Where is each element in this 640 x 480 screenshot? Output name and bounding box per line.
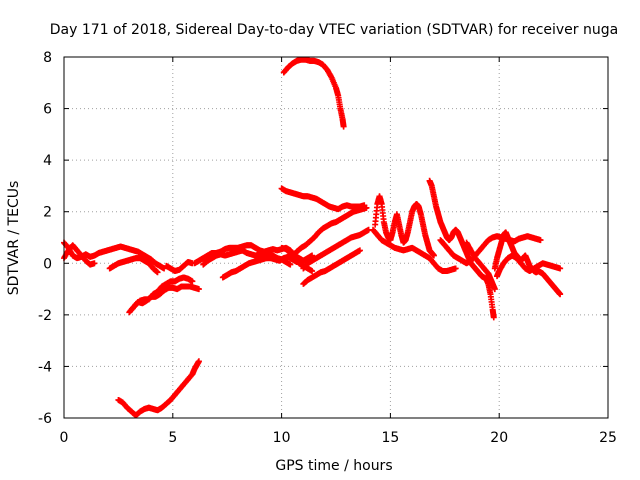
x-tick-label: 0 <box>60 430 69 446</box>
data-point <box>430 252 437 259</box>
data-point <box>490 314 497 321</box>
series-arc-afternoon-b <box>369 226 459 275</box>
x-tick-label: 15 <box>381 430 399 446</box>
y-tick-label: 0 <box>43 256 52 272</box>
data-point <box>340 123 347 130</box>
series-arc-rise-a <box>289 204 370 259</box>
series-arc-evening-dip <box>463 239 498 293</box>
data-point <box>452 265 459 272</box>
data-point <box>189 278 196 285</box>
series-arc-top <box>280 56 347 130</box>
series-arc-rise-b <box>300 226 372 272</box>
data-point <box>356 247 363 254</box>
series-arc-late-c <box>550 283 564 298</box>
series-arc-rise-c <box>278 244 316 275</box>
data-point <box>361 202 368 209</box>
series-arc-late-a <box>491 229 557 290</box>
series-arc-late-b <box>494 252 564 280</box>
y-axis-label: SDTVAR / TECUs <box>6 181 22 296</box>
y-tick-label: 2 <box>43 205 52 221</box>
x-tick-label: 20 <box>490 430 508 446</box>
chart-title: Day 171 of 2018, Sidereal Day-to-day VTE… <box>50 22 618 38</box>
data-point <box>537 237 544 244</box>
x-tick-labels: 0 5 10 15 20 25 <box>60 430 617 446</box>
series-arc-afternoon-c <box>426 177 497 321</box>
series-arc-morning-c <box>163 258 196 275</box>
plot-frame <box>63 56 609 419</box>
x-axis-label: GPS time / hours <box>275 458 392 474</box>
series-arc-low-b <box>128 274 196 313</box>
series-arc-midday-c <box>200 247 294 268</box>
x-tick-label: 10 <box>273 430 291 446</box>
data-point <box>557 291 564 298</box>
data-point <box>287 261 294 268</box>
y-tick-label: 8 <box>43 50 52 66</box>
x-tick-label: 25 <box>599 430 617 446</box>
data-point <box>557 265 564 272</box>
data-point <box>309 268 316 275</box>
x-tick-label: 5 <box>168 430 177 446</box>
series-arc-afternoon-a <box>372 193 437 259</box>
y-tick-label: -6 <box>38 411 52 427</box>
series-arc-rise-d <box>300 247 363 287</box>
data-marks <box>61 56 564 419</box>
y-tick-label: -2 <box>38 308 52 324</box>
series-arc-very-low <box>115 358 202 419</box>
data-point <box>195 358 202 365</box>
series-arc-midday-b <box>219 253 300 281</box>
y-tick-label: 4 <box>43 153 52 169</box>
data-point <box>91 260 98 267</box>
y-tick-label: 6 <box>43 102 52 118</box>
y-tick-labels: -6 -4 -2 0 2 4 6 8 <box>38 50 52 427</box>
data-point <box>154 269 161 276</box>
series-arc-mid-high <box>278 185 368 213</box>
series-arc-morning-a <box>61 242 98 268</box>
series-arc-morning-low <box>61 239 168 272</box>
y-tick-label: -4 <box>38 359 52 375</box>
data-point <box>491 286 498 293</box>
axis-ticks <box>63 56 609 419</box>
series-arc-morning-b <box>106 255 161 276</box>
data-point <box>195 286 202 293</box>
